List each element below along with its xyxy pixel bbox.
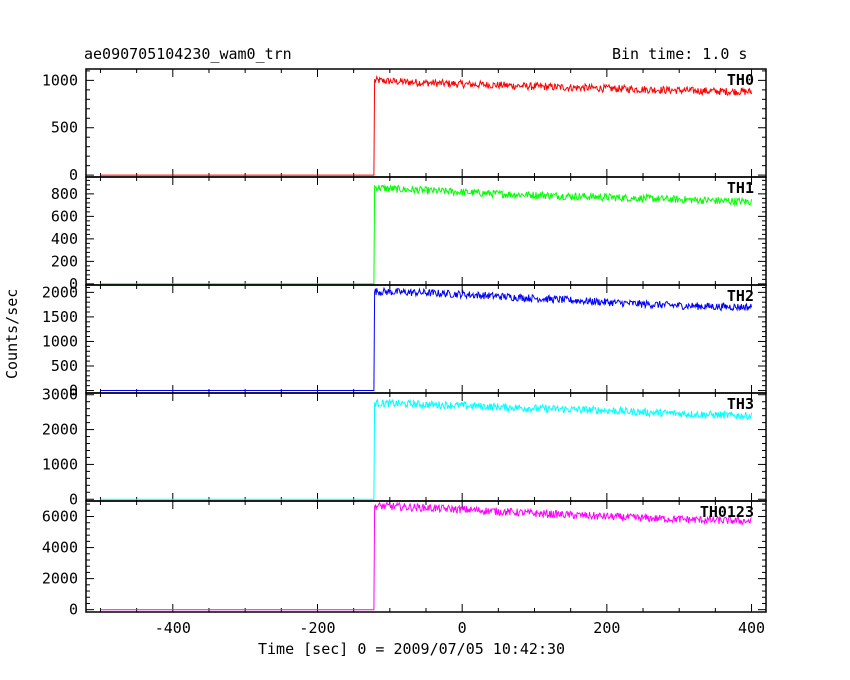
series-line-th2 xyxy=(100,286,752,391)
y-tick-label: 1000 xyxy=(42,332,78,350)
series-line-th0 xyxy=(100,74,752,176)
y-tick-label: 400 xyxy=(51,230,78,248)
series-line-th0123 xyxy=(100,501,752,611)
y-tick-label: 3000 xyxy=(42,386,78,404)
panel-frame xyxy=(85,284,767,394)
y-tick-label: 1000 xyxy=(42,455,78,473)
x-tick-label: 0 xyxy=(458,619,467,637)
panel-frame xyxy=(85,68,767,178)
series-line-th3 xyxy=(100,398,752,500)
y-axis-label: Counts/sec xyxy=(3,288,21,379)
y-tick-label: 200 xyxy=(51,252,78,270)
x-tick-label: -200 xyxy=(299,619,335,637)
y-tick-label: 2000 xyxy=(42,570,78,588)
y-tick-label: 2000 xyxy=(42,283,78,301)
x-axis-label: Time [sec] 0 = 2009/07/05 10:42:30 xyxy=(258,640,566,658)
y-tick-label: 500 xyxy=(51,357,78,375)
y-tick-label: 2000 xyxy=(42,421,78,439)
panel-frame xyxy=(85,176,767,286)
panel-frame xyxy=(85,392,767,502)
y-tick-label: 500 xyxy=(51,119,78,137)
y-tick-label: 6000 xyxy=(42,508,78,526)
y-tick-label: 1000 xyxy=(42,71,78,89)
y-tick-label: 0 xyxy=(69,490,78,508)
x-tick-label: -400 xyxy=(155,619,191,637)
panel-frame xyxy=(85,500,767,613)
series-label-th0123: TH0123 xyxy=(700,503,754,521)
series-label-th0: TH0 xyxy=(727,71,754,89)
series-label-th2: TH2 xyxy=(727,287,754,305)
x-tick-label: 200 xyxy=(593,619,620,637)
y-tick-label: 0 xyxy=(69,275,78,293)
y-tick-label: 0 xyxy=(69,382,78,400)
y-tick-label: 1500 xyxy=(42,308,78,326)
y-tick-label: 0 xyxy=(69,166,78,184)
chart-title: ae090705104230_wam0_trn xyxy=(84,45,292,63)
series-label-th1: TH1 xyxy=(727,179,754,197)
x-tick-label: 400 xyxy=(738,619,765,637)
series-label-th3: TH3 xyxy=(727,395,754,413)
y-tick-label: 4000 xyxy=(42,539,78,557)
y-tick-label: 600 xyxy=(51,207,78,225)
y-tick-label: 800 xyxy=(51,185,78,203)
chart-subtitle: Bin time: 1.0 s xyxy=(612,45,748,63)
y-tick-label: 0 xyxy=(69,601,78,619)
series-line-th1 xyxy=(100,183,752,285)
